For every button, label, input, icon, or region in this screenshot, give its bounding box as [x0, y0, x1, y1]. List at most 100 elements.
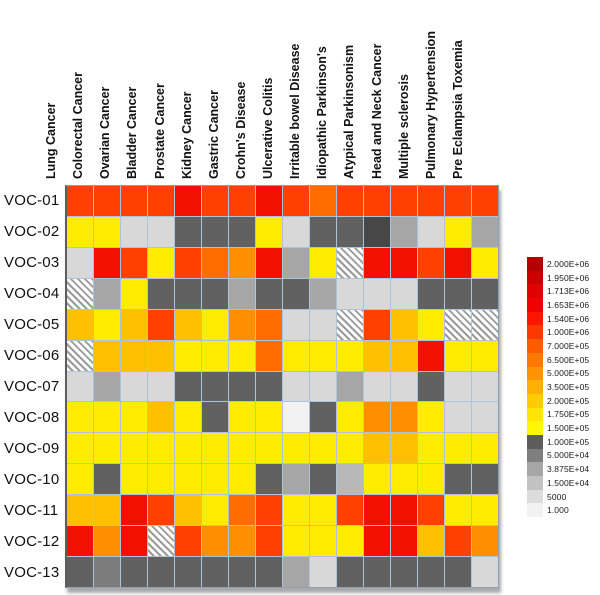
- heatmap-cell: [202, 278, 228, 309]
- heatmap-cell: [256, 464, 282, 495]
- heatmap-cell: [391, 526, 417, 557]
- column-header: Crohn's Disease: [233, 81, 248, 179]
- heatmap-cell: [121, 433, 147, 464]
- heatmap-cell: [67, 278, 93, 309]
- heatmap-cell: [418, 247, 444, 278]
- heatmap-cell: [229, 371, 255, 402]
- heatmap-cell: [283, 371, 309, 402]
- legend-label: 1.000: [547, 505, 569, 516]
- legend-entry: 2.000E+06: [527, 257, 599, 271]
- heatmap-cell: [121, 557, 147, 587]
- row-label: VOC-04: [4, 285, 60, 302]
- heatmap-cell: [67, 526, 93, 557]
- heatmap-cell: [175, 340, 201, 371]
- heatmap-cell: [175, 278, 201, 309]
- row-label: VOC-12: [4, 533, 60, 550]
- heatmap-cell: [229, 247, 255, 278]
- legend-label: 5.000E+05: [547, 368, 590, 379]
- legend-entry: 1.500E+05: [527, 421, 599, 435]
- heatmap-cell: [148, 526, 174, 557]
- heatmap-cell: [418, 309, 444, 340]
- legend-swatch: [527, 325, 543, 340]
- heatmap-cell: [445, 371, 471, 402]
- legend-swatch: [527, 298, 543, 312]
- heatmap-cell: [256, 186, 282, 216]
- heatmap-cell: [229, 402, 255, 433]
- heatmap-cell: [202, 464, 228, 495]
- heatmap-cell: [148, 309, 174, 340]
- heatmap-cell: [445, 433, 471, 464]
- heatmap-cell: [229, 216, 255, 247]
- legend-label: 1.500E+05: [547, 423, 590, 434]
- heatmap-cell: [364, 309, 390, 340]
- legend-label: 5.000E+04: [547, 450, 590, 461]
- heatmap-cell: [121, 216, 147, 247]
- legend-entry: 1.540E+06: [527, 311, 599, 326]
- heatmap-cell: [202, 526, 228, 557]
- heatmap-cell: [337, 216, 363, 247]
- row-labels: VOC-01 VOC-02 VOC-03 VOC-04 VOC-05 VOC-06 VOC-…: [0, 185, 63, 588]
- heatmap-cell: [121, 526, 147, 557]
- heatmap-cell: [67, 495, 93, 526]
- heatmap-cell: [175, 371, 201, 402]
- heatmap-cell: [337, 186, 363, 216]
- column-header: Bladder Cancer: [125, 86, 140, 179]
- heatmap-cell: [202, 247, 228, 278]
- heatmap-cell: [256, 340, 282, 371]
- heatmap-cell: [256, 557, 282, 587]
- heatmap-cell: [472, 309, 498, 340]
- heatmap-cell: [364, 402, 390, 433]
- heatmap-cell: [364, 247, 390, 278]
- heatmap-cell: [148, 402, 174, 433]
- heatmap-cell: [256, 278, 282, 309]
- heatmap-cell: [472, 186, 498, 216]
- legend-label: 1.500E+04: [547, 477, 590, 488]
- legend-entry: 1.000E+05: [527, 434, 599, 449]
- legend-swatch: [527, 284, 543, 299]
- heatmap-cell: [391, 186, 417, 216]
- heatmap-cell: [472, 495, 498, 526]
- heatmap-cell: [148, 464, 174, 495]
- heatmap-cell: [445, 557, 471, 587]
- heatmap-cell: [445, 247, 471, 278]
- row-label: VOC-13: [4, 564, 60, 581]
- column-header: Pulmonary Hypertension: [423, 31, 438, 179]
- heatmap-cell: [418, 526, 444, 557]
- heatmap-cell: [445, 340, 471, 371]
- heatmap-cell: [94, 340, 120, 371]
- heatmap-cell: [67, 402, 93, 433]
- heatmap-cell: [175, 464, 201, 495]
- heatmap-cell: [283, 186, 309, 216]
- heatmap-cell: [445, 309, 471, 340]
- heatmap-cell: [337, 371, 363, 402]
- column-headers: Lung Cancer Colorectal Cancer Ovarian Canc…: [44, 0, 499, 183]
- heatmap-cell: [391, 247, 417, 278]
- heatmap-cell: [391, 495, 417, 526]
- heatmap-cell: [121, 495, 147, 526]
- heatmap-cell: [175, 216, 201, 247]
- heatmap-cell: [202, 186, 228, 216]
- row-label: VOC-09: [4, 440, 60, 457]
- legend-entry: 1.500E+04: [527, 476, 599, 490]
- legend-label: 5000: [547, 491, 567, 502]
- column-header: Ulcerative Colitis: [261, 77, 275, 179]
- heatmap-cell: [418, 371, 444, 402]
- heatmap-cell: [472, 402, 498, 433]
- legend-label: 1.950E+06: [547, 272, 590, 283]
- legend-entry: 3.875E+04: [527, 462, 599, 476]
- heatmap-cell: [94, 464, 120, 495]
- heatmap-cell: [202, 433, 228, 464]
- heatmap-cell: [337, 309, 363, 340]
- heatmap-cell: [445, 278, 471, 309]
- legend-entry: 6.500E+05: [527, 352, 599, 367]
- heatmap-cell: [256, 495, 282, 526]
- heatmap-cell: [391, 216, 417, 247]
- heatmap-cell: [202, 216, 228, 247]
- legend-entry: 1.000E+06: [527, 325, 599, 340]
- heatmap-cell: [94, 247, 120, 278]
- heatmap-cell: [229, 464, 255, 495]
- heatmap-cell: [202, 309, 228, 340]
- heatmap-cell: [175, 557, 201, 587]
- heatmap-cell: [445, 495, 471, 526]
- heatmap-cell: [364, 495, 390, 526]
